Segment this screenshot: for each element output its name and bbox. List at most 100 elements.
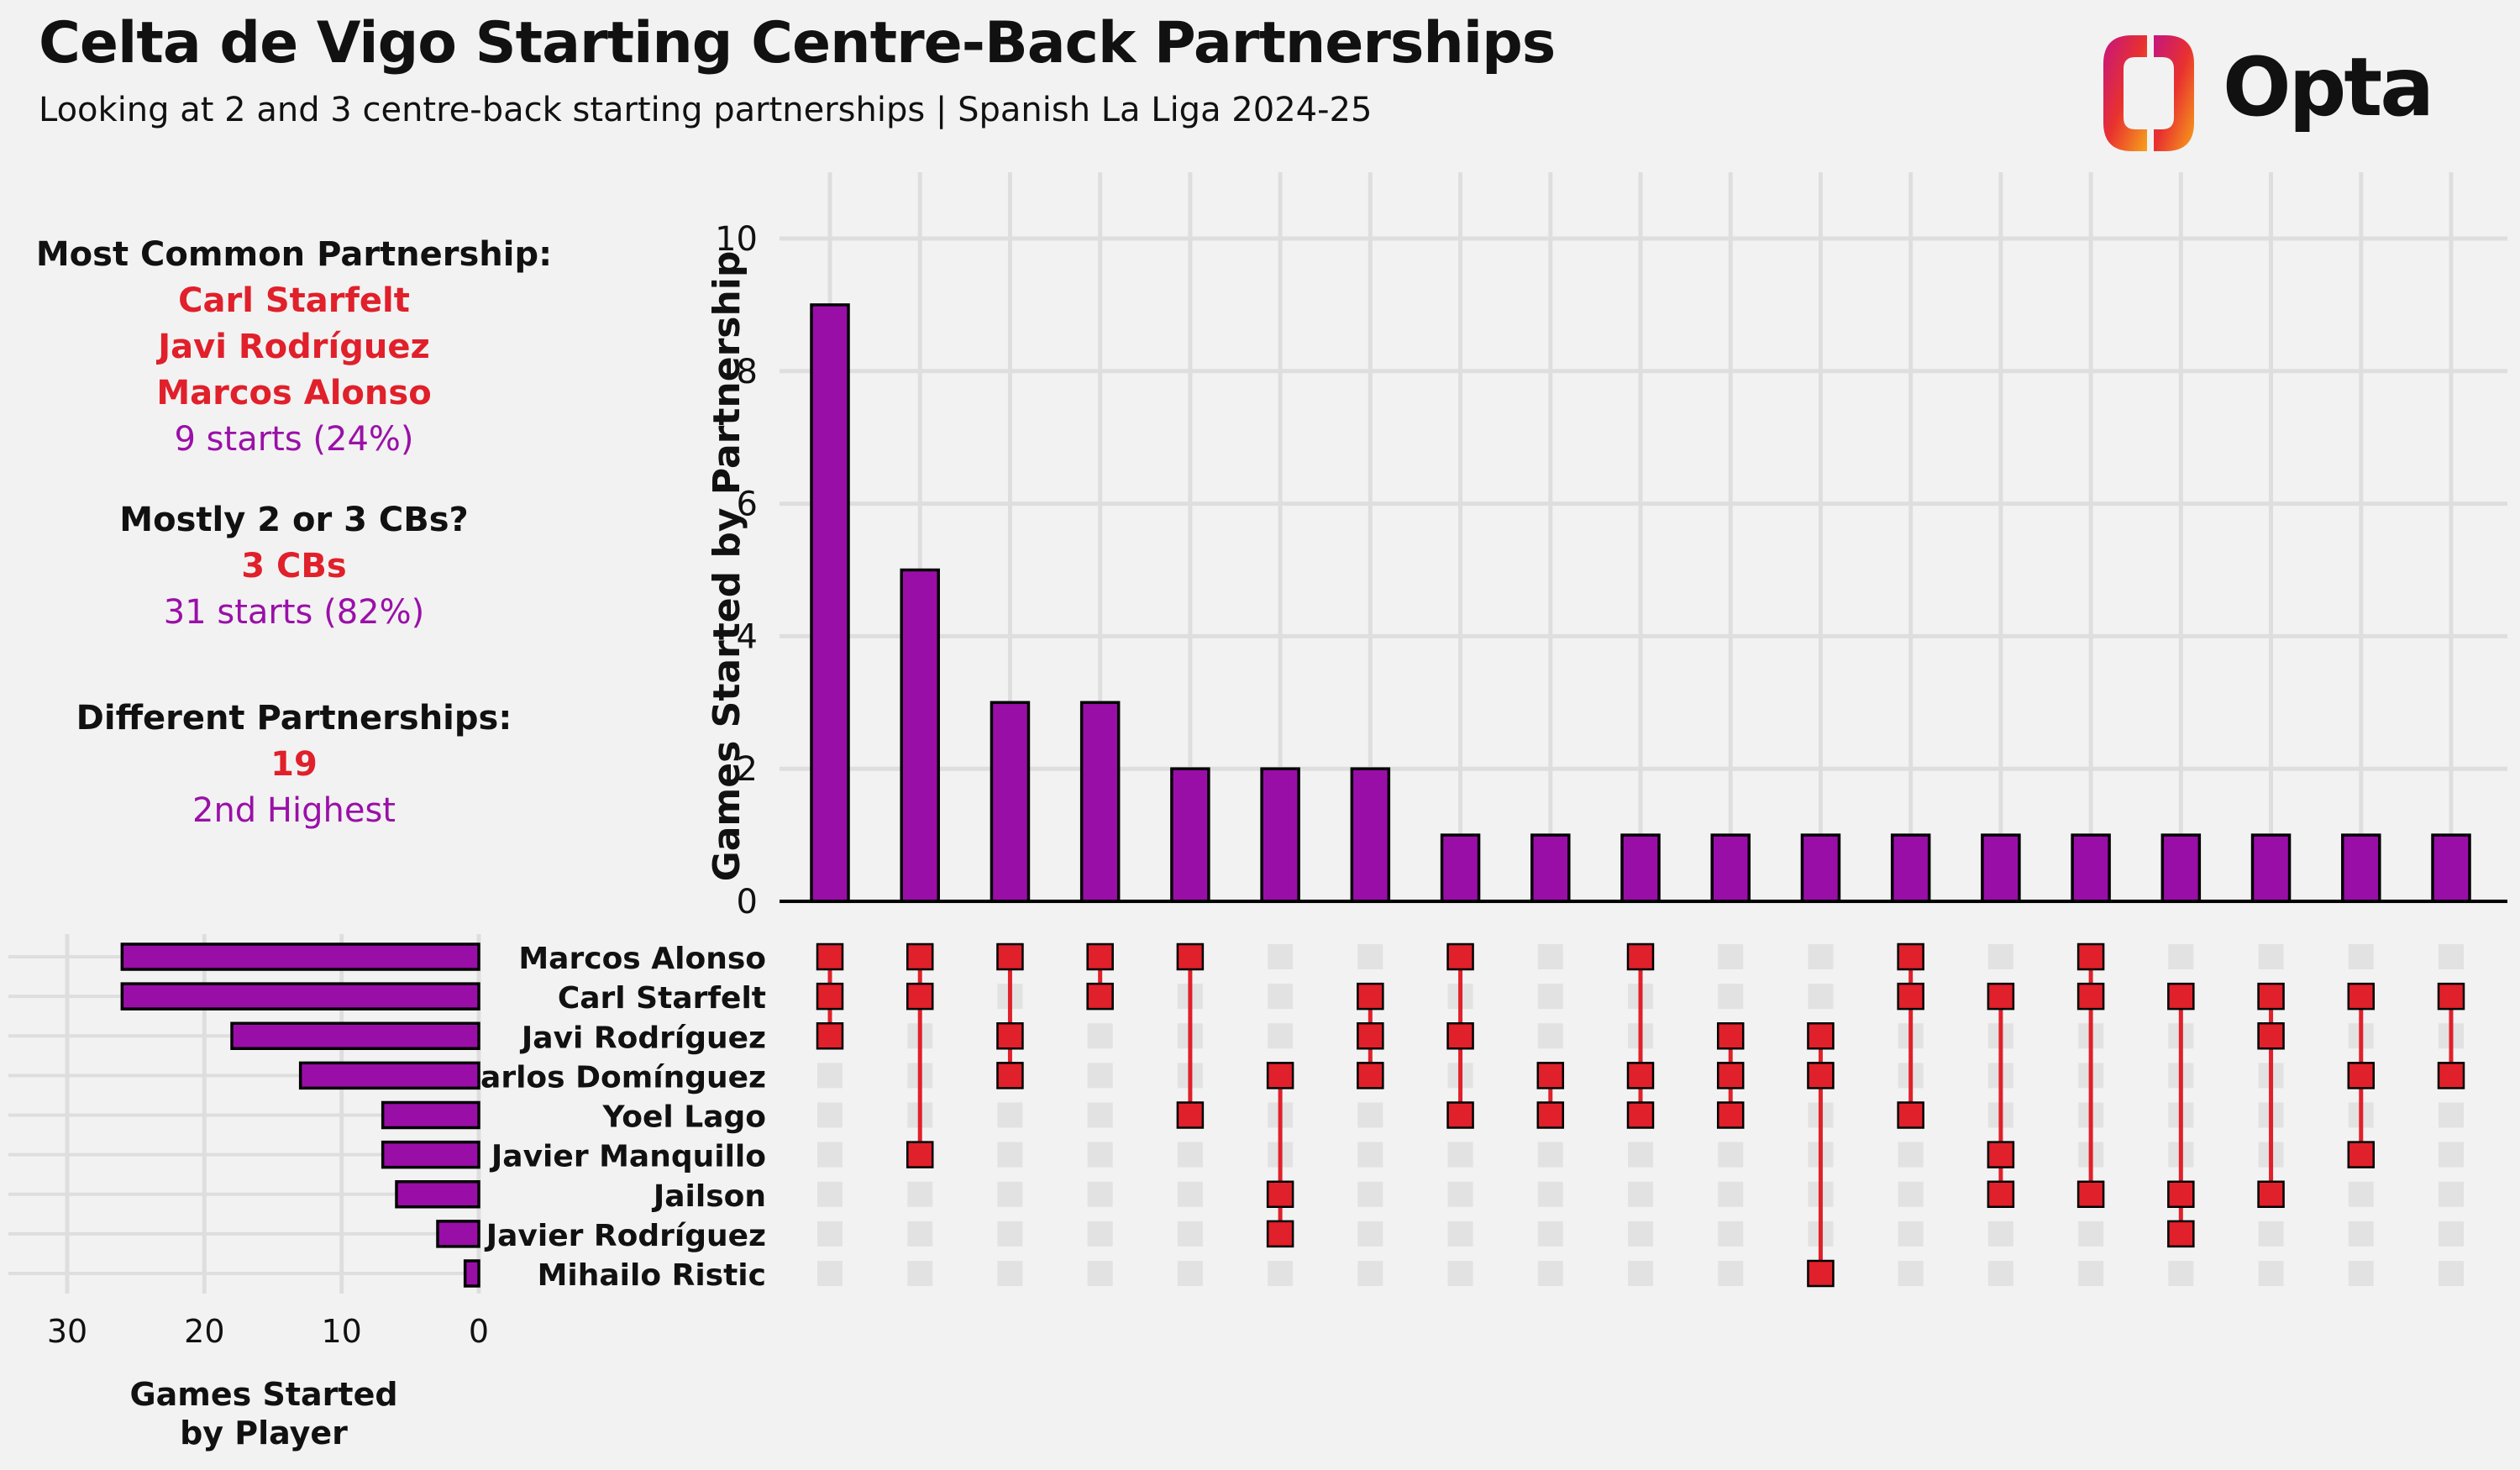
partnership-member-marker	[2347, 982, 2376, 1011]
partnership-member-marker	[2076, 942, 2105, 971]
empty-matrix-cell	[1718, 944, 1744, 969]
empty-matrix-cell	[1087, 1063, 1113, 1089]
partnership-member-marker	[1266, 1180, 1294, 1208]
partnership-member-marker	[1626, 1062, 1655, 1089]
empty-matrix-cell	[1537, 984, 1563, 1010]
partnership-member-marker	[2167, 1220, 2195, 1248]
empty-matrix-cell	[2258, 1221, 2284, 1247]
empty-matrix-cell	[1177, 1181, 1203, 1207]
partnership-member-marker	[1897, 982, 1924, 1011]
partnership-bar	[2341, 833, 2381, 903]
partnership-member-marker	[1357, 1062, 1384, 1089]
empty-matrix-cell	[2078, 1261, 2104, 1286]
player-name-label: Yoel Lago	[601, 1100, 766, 1135]
partnership-member-marker	[906, 942, 934, 971]
partnership-member-marker	[1716, 1101, 1745, 1129]
empty-matrix-cell	[1628, 1142, 1653, 1168]
empty-matrix-cell	[1268, 1261, 1294, 1286]
player-name-label: Javi Rodríguez	[519, 1021, 766, 1055]
empty-matrix-cell	[1628, 1261, 1653, 1286]
empty-matrix-cell	[1357, 1142, 1383, 1168]
empty-matrix-cell	[1898, 1261, 1924, 1286]
player-start-bar	[120, 942, 480, 971]
partnership-member-marker	[2437, 1062, 2465, 1089]
partnership-member-marker	[1987, 982, 2015, 1011]
empty-matrix-cell	[817, 1063, 843, 1089]
empty-matrix-cell	[1357, 1181, 1383, 1207]
empty-matrix-cell	[1268, 1023, 1294, 1049]
partnership-member-marker	[2167, 982, 2195, 1011]
partnership-member-marker	[906, 982, 934, 1011]
opta-logo-icon	[2103, 35, 2194, 151]
empty-matrix-cell	[1808, 944, 1834, 969]
partnership-member-marker	[1357, 1022, 1384, 1050]
empty-matrix-cell	[1268, 984, 1294, 1010]
empty-matrix-cell	[1718, 1261, 1744, 1286]
partnership-member-marker	[906, 1141, 934, 1168]
partnership-bar	[1620, 833, 1661, 903]
empty-matrix-cell	[997, 1221, 1023, 1247]
partnership-bar	[1350, 767, 1391, 903]
partnership-member-marker	[1807, 1259, 1835, 1288]
partnership-bar	[900, 568, 940, 903]
partnership-member-marker	[1086, 942, 1114, 971]
partnership-member-marker	[1266, 1220, 1294, 1248]
empty-matrix-cell	[817, 1102, 843, 1128]
player-name-label: Jailson	[651, 1179, 766, 1214]
y-axis-label: Games Started by Partnership	[706, 251, 748, 882]
most-common-partnership-block: Most Common Partnership: Carl Starfelt J…	[34, 232, 554, 463]
partnership-member-marker	[816, 942, 844, 971]
player-axis-label: Games Started	[129, 1376, 397, 1413]
most-common-detail: 9 starts (24%)	[174, 420, 414, 459]
player-name-label: Marcos Alonso	[518, 942, 766, 976]
most-common-heading: Most Common Partnership:	[35, 235, 553, 274]
partnership-bar	[1800, 833, 1841, 903]
empty-matrix-cell	[1177, 1142, 1203, 1168]
partnership-member-marker	[2437, 982, 2465, 1011]
empty-matrix-cell	[2258, 944, 2284, 969]
empty-matrix-cell	[1718, 984, 1744, 1010]
x-tick-label: 10	[321, 1313, 361, 1350]
empty-matrix-cell	[1357, 1102, 1383, 1128]
empty-matrix-cell	[1898, 1181, 1924, 1207]
empty-matrix-cell	[1087, 1181, 1113, 1207]
player-start-bar	[463, 1259, 480, 1288]
empty-matrix-cell	[1987, 1221, 2013, 1247]
empty-matrix-cell	[2168, 944, 2194, 969]
empty-matrix-cell	[997, 1102, 1023, 1128]
empty-matrix-cell	[2078, 1221, 2104, 1247]
empty-matrix-cell	[1987, 1261, 2013, 1286]
most-common-player: Marcos Alonso	[156, 374, 432, 412]
partnership-member-marker	[1716, 1062, 1745, 1089]
partnership-member-marker	[1176, 942, 1205, 971]
player-start-bar	[381, 1140, 480, 1169]
partnership-member-marker	[1626, 942, 1655, 971]
partnership-member-marker	[2257, 1180, 2285, 1208]
partnership-member-marker	[2257, 1022, 2285, 1050]
partnership-member-marker	[2347, 1062, 2376, 1089]
empty-matrix-cell	[817, 1142, 843, 1168]
empty-matrix-cell	[2348, 1181, 2374, 1207]
partnership-bar	[990, 701, 1031, 903]
empty-matrix-cell	[907, 1261, 933, 1286]
player-axis-label: by Player	[180, 1415, 348, 1452]
player-start-bar	[230, 1021, 480, 1050]
partnership-member-marker	[996, 942, 1024, 971]
partnership-member-marker	[2167, 1180, 2195, 1208]
empty-matrix-cell	[2258, 1261, 2284, 1286]
empty-matrix-cell	[817, 1181, 843, 1207]
empty-matrix-cell	[907, 1221, 933, 1247]
empty-matrix-cell	[1537, 1261, 1563, 1286]
empty-matrix-cell	[1087, 1261, 1113, 1286]
y-tick-label: 10	[715, 220, 758, 259]
empty-matrix-cell	[2439, 1221, 2464, 1247]
partnership-member-marker	[816, 1022, 844, 1050]
player-name-label: Javier Rodríguez	[484, 1219, 766, 1253]
player-start-bar	[381, 1100, 480, 1130]
partnership-member-marker	[2257, 982, 2285, 1011]
empty-matrix-cell	[997, 1181, 1023, 1207]
partnership-member-marker	[2076, 1180, 2105, 1208]
empty-matrix-cell	[1898, 1142, 1924, 1168]
empty-matrix-cell	[2439, 1142, 2464, 1168]
